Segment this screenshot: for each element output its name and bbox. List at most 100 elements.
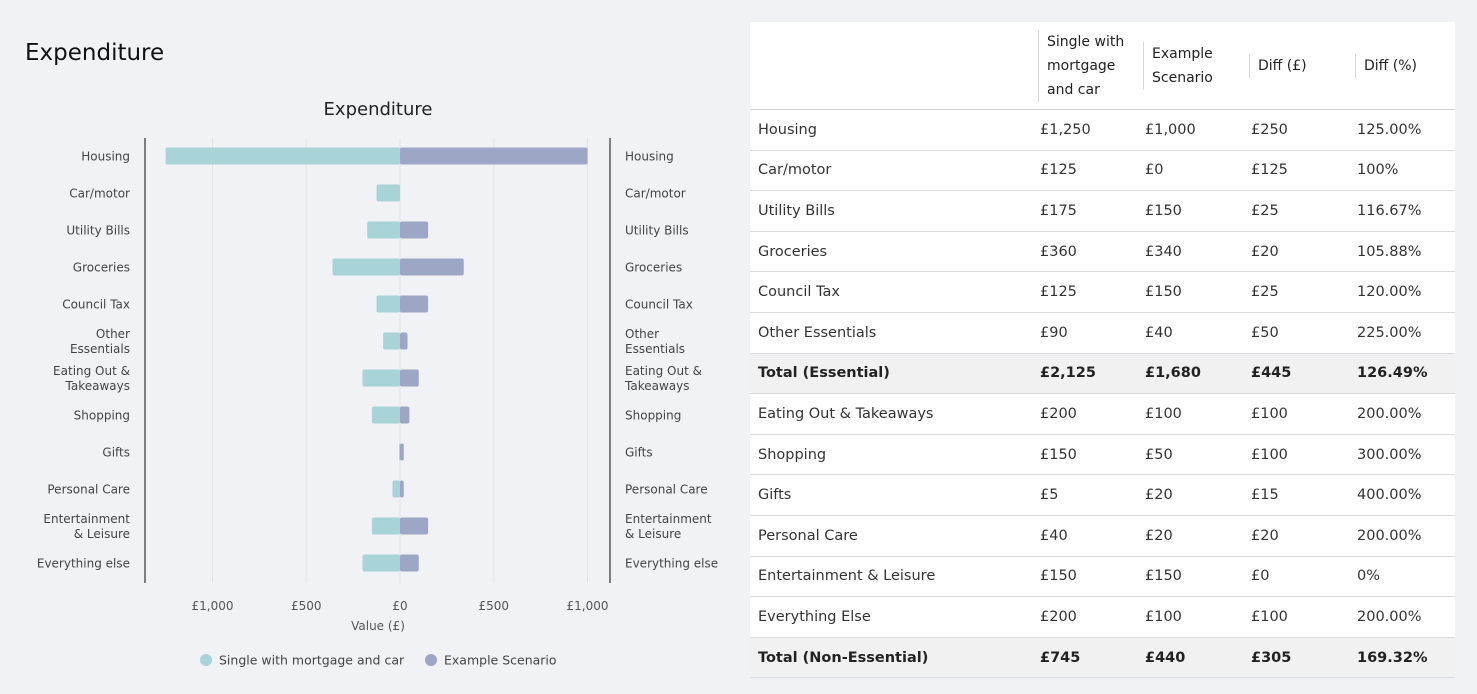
table-cell: £150 xyxy=(1137,271,1243,313)
bar-single-with-mortgage xyxy=(371,406,400,424)
table-cell: 200.00% xyxy=(1349,515,1455,557)
table-cell: £125 xyxy=(1032,150,1137,192)
row-label-cell: Car/motor xyxy=(750,150,1032,192)
table-cell: £150 xyxy=(1032,556,1137,598)
table-cell: £100 xyxy=(1243,596,1349,638)
page-title: Expenditure xyxy=(25,40,165,66)
table-header-cell: Diff (£) xyxy=(1243,22,1349,110)
y-tick-label-right: Entertainment xyxy=(625,512,712,526)
table-cell: £100 xyxy=(1243,434,1349,476)
y-tick-label-right: Eating Out & xyxy=(625,364,702,378)
table-cell: £150 xyxy=(1137,556,1243,598)
table-row: Other Essentials £90 £40 £50 225.00% xyxy=(750,312,1455,354)
table-row: Gifts £5 £20 £15 400.00% xyxy=(750,474,1455,516)
y-tick-label-left: Eating Out & xyxy=(53,364,130,378)
table-row: Eating Out & Takeaways £200 £100 £100 200.00… xyxy=(750,393,1455,435)
bar-single-with-mortgage xyxy=(165,147,400,165)
bar-single-with-mortgage xyxy=(362,554,400,572)
row-label-cell: Everything Else xyxy=(750,596,1032,638)
bar-single-with-mortgage xyxy=(392,480,400,498)
row-label-cell: Total (Non-Essential) xyxy=(750,637,1032,679)
table-cell: £125 xyxy=(1243,150,1349,192)
table-cell: 116.67% xyxy=(1349,190,1455,232)
table-cell: 105.88% xyxy=(1349,231,1455,273)
row-label-cell: Eating Out & Takeaways xyxy=(750,393,1032,435)
y-tick-label-left: Everything else xyxy=(37,557,130,571)
y-tick-label-right: Essentials xyxy=(625,342,685,356)
y-tick-label-left: Housing xyxy=(81,150,130,164)
table-cell: £90 xyxy=(1032,312,1137,354)
table-cell: £1,250 xyxy=(1032,109,1137,151)
y-tick-label-left: Essentials xyxy=(70,342,130,356)
y-tick-label-right: Housing xyxy=(625,150,674,164)
table-row: Housing £1,250 £1,000 £250 125.00% xyxy=(750,109,1455,151)
bar-example-scenario xyxy=(400,480,404,498)
table-cell: £305 xyxy=(1243,637,1349,679)
table-cell: 300.00% xyxy=(1349,434,1455,476)
table-cell: £445 xyxy=(1243,353,1349,395)
y-tick-label-right: Car/motor xyxy=(625,187,686,201)
legend-swatch-single xyxy=(200,654,212,666)
table-cell: 169.32% xyxy=(1349,637,1455,679)
y-tick-label-right: Gifts xyxy=(625,446,653,460)
table-header-cell: Example Scenario xyxy=(1137,22,1243,110)
table-header-cell: Diff (%) xyxy=(1349,22,1455,110)
expenditure-table-card: Single with mortgage and car Example Scenari… xyxy=(750,22,1455,679)
table-row: Everything Else £200 £100 £100 200.00% xyxy=(750,596,1455,638)
table-cell: £745 xyxy=(1032,637,1137,679)
y-tick-label-left: Takeaways xyxy=(65,379,130,393)
table-row: Groceries £360 £340 £20 105.88% xyxy=(750,231,1455,273)
table-cell: 120.00% xyxy=(1349,271,1455,313)
y-tick-label-right: Takeaways xyxy=(624,379,689,393)
table-cell: £20 xyxy=(1243,231,1349,273)
table-cell: £25 xyxy=(1243,190,1349,232)
bar-example-scenario xyxy=(400,221,429,239)
y-tick-label-left: Personal Care xyxy=(47,483,130,497)
table-cell: £100 xyxy=(1243,393,1349,435)
x-tick-label: £0 xyxy=(392,599,407,613)
bar-example-scenario xyxy=(400,295,429,313)
table-cell: £15 xyxy=(1243,474,1349,516)
table-cell: 125.00% xyxy=(1349,109,1455,151)
table-row: Car/motor £125 £0 £125 100% xyxy=(750,150,1455,192)
y-tick-label-right: Utility Bills xyxy=(625,224,689,238)
y-tick-label-right: Council Tax xyxy=(625,298,693,312)
row-label-cell: Personal Care xyxy=(750,515,1032,557)
table-cell: 200.00% xyxy=(1349,596,1455,638)
row-label-cell: Housing xyxy=(750,109,1032,151)
y-tick-label-left: Groceries xyxy=(73,261,130,275)
table-header-label: Diff (£) xyxy=(1249,53,1343,78)
row-label-cell: Other Essentials xyxy=(750,312,1032,354)
bar-single-with-mortgage xyxy=(383,332,400,350)
table-cell: 200.00% xyxy=(1349,393,1455,435)
y-tick-label-left: Council Tax xyxy=(62,298,130,312)
bar-single-with-mortgage xyxy=(399,443,400,461)
table-cell: £200 xyxy=(1032,393,1137,435)
chart-title: Expenditure xyxy=(324,99,433,120)
legend-swatch-example xyxy=(425,654,437,666)
row-label-cell: Gifts xyxy=(750,474,1032,516)
table-total-row: Total (Essential) £2,125 £1,680 £445 126.49% xyxy=(750,353,1455,395)
row-label-cell: Total (Essential) xyxy=(750,353,1032,395)
row-label-cell: Groceries xyxy=(750,231,1032,273)
legend-label-example: Example Scenario xyxy=(444,653,557,668)
bar-example-scenario xyxy=(400,332,408,350)
table-cell: £200 xyxy=(1032,596,1137,638)
table-row: Council Tax £125 £150 £25 120.00% xyxy=(750,271,1455,313)
bar-single-with-mortgage xyxy=(367,221,400,239)
y-tick-label-left: Gifts xyxy=(102,446,130,460)
table-total-row: Total (Non-Essential) £745 £440 £305 169.32% xyxy=(750,637,1455,679)
table-cell: £100 xyxy=(1137,596,1243,638)
table-cell: 225.00% xyxy=(1349,312,1455,354)
table-cell: £100 xyxy=(1137,393,1243,435)
x-tick-label: £500 xyxy=(291,599,322,613)
table-cell: £40 xyxy=(1137,312,1243,354)
chart-svg: Expenditure £1,000 £500 £0 £500 £1,000 Housing… xyxy=(37,99,718,668)
y-tick-label-left: Utility Bills xyxy=(66,224,130,238)
table-header-cell: Single with mortgage and car xyxy=(1032,22,1137,110)
bar-example-scenario xyxy=(400,258,464,276)
y-tick-label-left: Shopping xyxy=(74,409,130,423)
y-tick-label-right: Other xyxy=(625,327,659,341)
table-row: Utility Bills £175 £150 £25 116.67% xyxy=(750,190,1455,232)
table-cell: £20 xyxy=(1137,515,1243,557)
